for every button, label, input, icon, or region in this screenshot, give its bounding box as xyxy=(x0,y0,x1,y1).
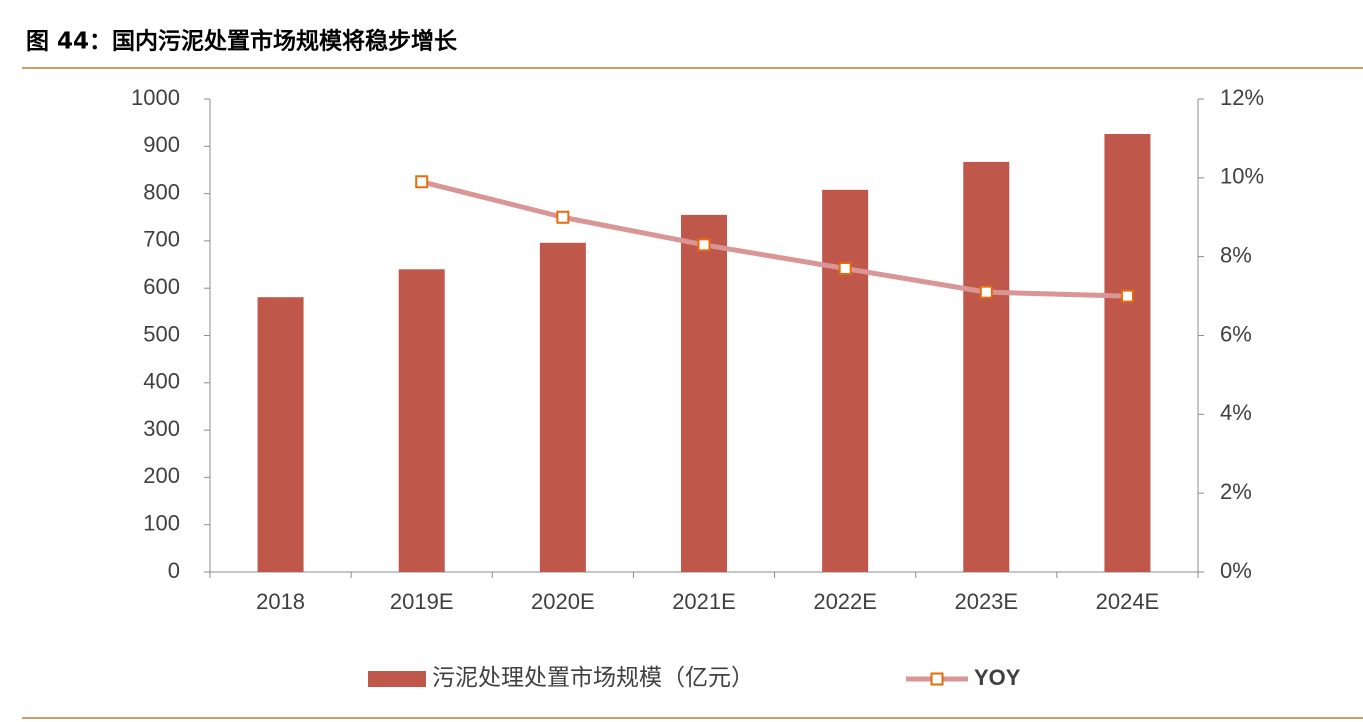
y-tick-label: 800 xyxy=(143,179,180,204)
point xyxy=(415,175,429,189)
point xyxy=(1120,289,1134,303)
x-tick-label: 2024E xyxy=(1096,589,1160,614)
y-tick-label: 400 xyxy=(143,369,180,394)
y2-tick-label: 10% xyxy=(1220,164,1264,189)
bar xyxy=(398,269,445,572)
x-tick-label: 2021E xyxy=(672,589,736,614)
y-tick-label: 0 xyxy=(168,558,180,583)
point xyxy=(838,261,852,275)
x-tick-label: 2022E xyxy=(813,589,877,614)
x-tick-label: 2020E xyxy=(531,589,595,614)
point xyxy=(556,210,570,224)
legend-label: YOY xyxy=(974,665,1021,690)
y-tick-label: 600 xyxy=(143,274,180,299)
bar xyxy=(963,161,1010,572)
bar xyxy=(822,189,869,573)
y-tick-label: 1000 xyxy=(131,85,180,110)
x-tick-label: 2023E xyxy=(954,589,1018,614)
y2-tick-label: 0% xyxy=(1220,558,1252,583)
y-tick-label: 100 xyxy=(143,511,180,536)
y2-tick-label: 12% xyxy=(1220,85,1264,110)
y2-tick-label: 4% xyxy=(1220,400,1252,425)
point xyxy=(979,285,993,299)
bar xyxy=(257,297,304,572)
y2-tick-label: 2% xyxy=(1220,479,1252,504)
legend-swatch xyxy=(930,672,944,686)
legend-label: 污泥处理处置市场规模（亿元） xyxy=(432,665,754,691)
y-tick-label: 900 xyxy=(143,132,180,157)
bar xyxy=(1104,134,1151,572)
x-tick-label: 2019E xyxy=(390,589,454,614)
y-tick-label: 500 xyxy=(143,321,180,346)
y2-tick-label: 6% xyxy=(1220,321,1252,346)
x-tick-label: 2018 xyxy=(256,589,305,614)
bar xyxy=(681,214,727,572)
point xyxy=(697,238,711,252)
y-tick-label: 200 xyxy=(143,463,180,488)
y2-tick-label: 8% xyxy=(1220,242,1252,267)
y-tick-label: 700 xyxy=(143,227,180,252)
y-tick-label: 300 xyxy=(143,416,180,441)
bar xyxy=(539,242,586,573)
line xyxy=(421,179,1128,299)
legend-swatch xyxy=(368,671,426,687)
chart-title: 图 44：国内污泥处置市场规模将稳步增长 xyxy=(26,28,458,55)
